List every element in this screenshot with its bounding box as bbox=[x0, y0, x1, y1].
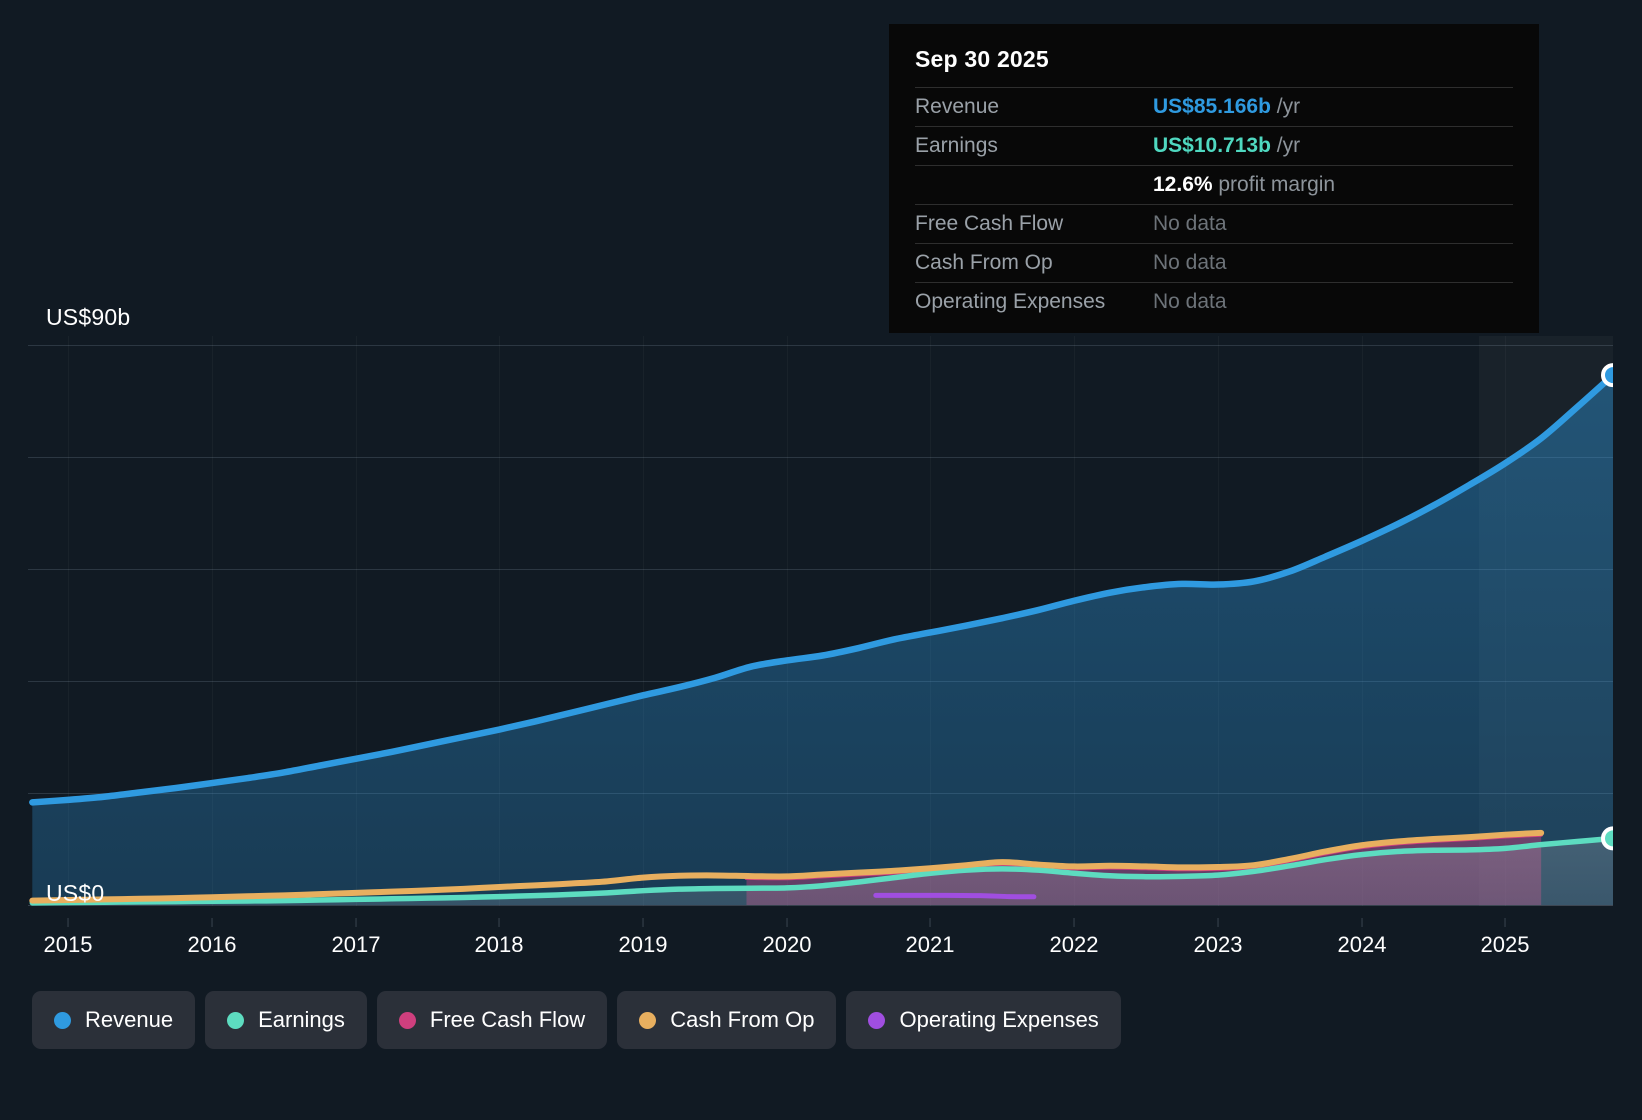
chart-series-svg bbox=[29, 363, 1613, 906]
x-axis-tick-2022: 2022 bbox=[1049, 918, 1099, 958]
tooltip-row: Operating Expenses No data bbox=[915, 282, 1513, 321]
tick-mark bbox=[498, 918, 500, 927]
gridline bbox=[28, 569, 1613, 570]
x-axis-tick-label: 2018 bbox=[474, 932, 524, 957]
chart-plot-area bbox=[28, 336, 1613, 906]
tooltip-date: Sep 30 2025 bbox=[915, 46, 1049, 72]
series-line-operating-expenses bbox=[873, 892, 1037, 900]
tooltip-row-label: Cash From Op bbox=[915, 251, 1053, 274]
gridline bbox=[28, 345, 1613, 346]
y-axis-max-label: US$90b bbox=[46, 304, 131, 330]
tick-mark bbox=[67, 918, 69, 927]
tooltip-value-main: No data bbox=[1153, 212, 1227, 235]
tooltip-row-value: No data bbox=[1153, 251, 1227, 275]
tooltip-row-label: Earnings bbox=[915, 134, 998, 157]
x-axis-tick-2017: 2017 bbox=[331, 918, 381, 958]
gridline bbox=[28, 905, 1613, 906]
gridline bbox=[28, 457, 1613, 458]
x-axis-tick-2019: 2019 bbox=[618, 918, 668, 958]
area-fill-revenue bbox=[32, 375, 1613, 905]
legend-item-label: Free Cash Flow bbox=[429, 1007, 586, 1032]
x-axis-tick-label: 2021 bbox=[905, 932, 955, 957]
tooltip-row-value: No data bbox=[1153, 290, 1227, 314]
x-axis-tick-label: 2025 bbox=[1480, 932, 1530, 957]
tick-mark bbox=[355, 918, 357, 927]
x-axis-tick-2016: 2016 bbox=[187, 918, 237, 958]
x-axis-tick-2015: 2015 bbox=[43, 918, 93, 958]
x-axis-tick-label: 2016 bbox=[187, 932, 237, 957]
series-line-earnings bbox=[29, 835, 1613, 906]
legend-item-label: Cash From Op bbox=[670, 1007, 815, 1032]
tooltip-rows: Revenue US$85.166b /yr Earnings US$10.713b … bbox=[915, 87, 1513, 321]
legend-color-dot-icon bbox=[398, 1011, 416, 1029]
tick-mark bbox=[211, 918, 213, 927]
tooltip-value-suffix: profit margin bbox=[1212, 173, 1336, 196]
x-axis-tick-label: 2019 bbox=[618, 932, 668, 957]
end-point-marker-revenue[interactable] bbox=[1601, 363, 1613, 388]
tick-mark bbox=[1504, 918, 1506, 927]
tooltip-value-suffix: /yr bbox=[1270, 95, 1301, 118]
tick-mark bbox=[1073, 918, 1075, 927]
y-axis-zero-label: US$0 bbox=[46, 880, 105, 906]
x-axis-tick-label: 2022 bbox=[1049, 932, 1099, 957]
tooltip-row: Revenue US$85.166b /yr bbox=[915, 87, 1513, 126]
legend-item-operating-expenses[interactable]: Operating Expenses bbox=[846, 991, 1121, 1049]
tooltip-value-main: 12.6% bbox=[1153, 173, 1213, 196]
series-line-revenue bbox=[29, 371, 1613, 806]
tick-mark bbox=[929, 918, 931, 927]
x-axis-tick-2018: 2018 bbox=[474, 918, 524, 958]
tooltip-row: Earnings US$10.713b /yr bbox=[915, 126, 1513, 165]
tooltip-value-main: No data bbox=[1153, 290, 1227, 313]
legend-color-dot-icon bbox=[54, 1011, 71, 1029]
x-axis-tick-2025: 2025 bbox=[1480, 918, 1530, 958]
x-axis-tick-label: 2020 bbox=[762, 932, 812, 957]
x-axis-tick-2023: 2023 bbox=[1193, 918, 1243, 958]
legend-item-free-cash-flow[interactable]: Free Cash Flow bbox=[376, 991, 608, 1049]
legend-item-earnings[interactable]: Earnings bbox=[205, 991, 367, 1049]
tooltip-row: 12.6% profit margin bbox=[915, 165, 1513, 204]
tooltip-row-label: Free Cash Flow bbox=[915, 212, 1064, 235]
x-axis-tick-2021: 2021 bbox=[905, 918, 955, 958]
tooltip-row: Cash From Op No data bbox=[915, 243, 1513, 282]
x-axis-tick-label: 2015 bbox=[43, 932, 93, 957]
tooltip-row-value: 12.6% profit margin bbox=[1153, 173, 1335, 197]
tooltip-row-label: Revenue bbox=[915, 95, 1000, 118]
series-line-cash-from-op bbox=[29, 829, 1545, 904]
area-fill-earnings bbox=[32, 838, 1613, 905]
tooltip-value-suffix: /yr bbox=[1270, 134, 1301, 157]
tooltip-value-main: US$85.166b bbox=[1153, 95, 1271, 118]
legend-color-dot-icon bbox=[868, 1011, 886, 1029]
tick-mark bbox=[1217, 918, 1219, 927]
chart-legend: Revenue Earnings Free Cash Flow Cash From O… bbox=[32, 991, 1121, 1049]
x-axis-tick-2020: 2020 bbox=[762, 918, 812, 958]
legend-item-cash-from-op[interactable]: Cash From Op bbox=[617, 991, 837, 1049]
tooltip-row-label: Operating Expenses bbox=[915, 290, 1106, 313]
x-axis-tick-label: 2017 bbox=[331, 932, 381, 957]
x-axis: 2015 2016 2017 2018 2019 2020 2021 2022 2023 2024… bbox=[28, 918, 1613, 962]
legend-color-dot-icon bbox=[639, 1011, 657, 1029]
tick-mark bbox=[642, 918, 644, 927]
x-axis-tick-2024: 2024 bbox=[1337, 918, 1387, 958]
legend-item-label: Operating Expenses bbox=[899, 1007, 1099, 1032]
legend-item-label: Revenue bbox=[85, 1007, 174, 1032]
data-tooltip-card: Sep 30 2025 Revenue US$85.166b /yr Earning… bbox=[889, 24, 1539, 333]
x-axis-tick-label: 2023 bbox=[1193, 932, 1243, 957]
tooltip-value-main: US$10.713b bbox=[1153, 134, 1271, 157]
tooltip-row: Free Cash Flow No data bbox=[915, 204, 1513, 243]
tooltip-row-value: No data bbox=[1153, 212, 1227, 236]
legend-color-dot-icon bbox=[227, 1011, 245, 1029]
tick-mark bbox=[1361, 918, 1363, 927]
x-axis-tick-label: 2024 bbox=[1337, 932, 1387, 957]
tooltip-row-value: US$10.713b /yr bbox=[1153, 134, 1300, 158]
tick-mark bbox=[786, 918, 788, 927]
tooltip-value-main: No data bbox=[1153, 251, 1227, 274]
legend-item-revenue[interactable]: Revenue bbox=[32, 991, 196, 1049]
tooltip-row-value: US$85.166b /yr bbox=[1153, 95, 1300, 119]
legend-item-label: Earnings bbox=[258, 1007, 345, 1032]
end-point-marker-earnings[interactable] bbox=[1601, 826, 1613, 851]
